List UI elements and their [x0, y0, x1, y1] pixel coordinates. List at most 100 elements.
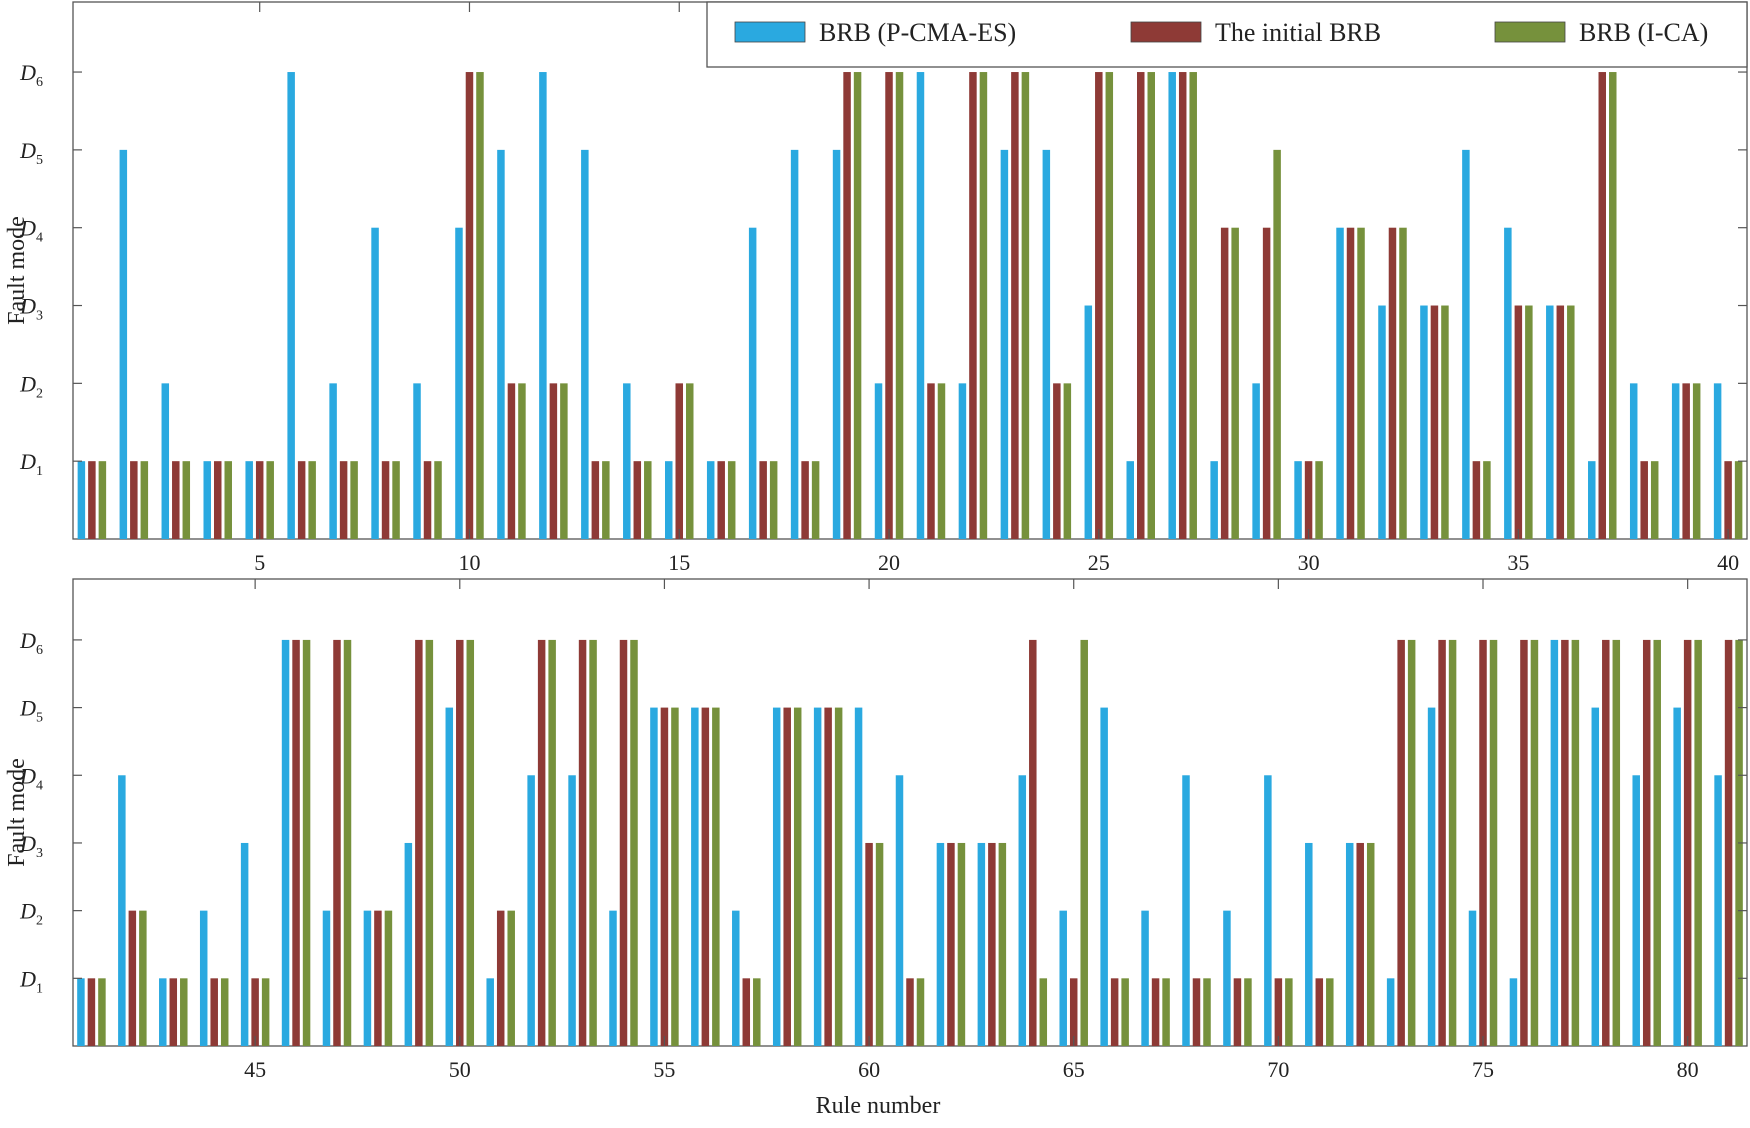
bar-pcmaes-rule-43: [159, 978, 167, 1046]
bar-initial-rule-63: [988, 842, 996, 1046]
bar-initial-rule-41: [87, 978, 96, 1046]
bar-ica-rule-24: [1063, 383, 1072, 539]
bar-ica-rule-53: [589, 639, 597, 1046]
bar-ica-rule-35: [1525, 305, 1533, 539]
bar-pcmaes-rule-74: [1427, 707, 1436, 1046]
bar-initial-rule-7: [339, 461, 348, 539]
bar-ica-rule-68: [1203, 978, 1211, 1046]
bar-initial-rule-49: [415, 639, 423, 1046]
bar-initial-rule-59: [824, 707, 832, 1046]
bar-ica-rule-59: [834, 707, 843, 1046]
bar-ica-rule-18: [811, 461, 820, 539]
bar-initial-rule-22: [969, 72, 977, 539]
x-tick-label: 80: [1677, 1057, 1699, 1082]
bar-initial-rule-39: [1682, 383, 1690, 539]
bar-ica-rule-42: [139, 910, 147, 1046]
bar-ica-rule-1: [98, 461, 107, 539]
bar-initial-rule-52: [537, 639, 546, 1046]
bar-pcmaes-rule-6: [287, 72, 295, 539]
bar-initial-rule-67: [1151, 978, 1160, 1046]
bar-initial-rule-10: [465, 72, 474, 539]
bar-ica-rule-12: [560, 383, 568, 539]
legend-label-2: The initial BRB: [1215, 18, 1381, 47]
bar-ica-rule-45: [261, 978, 270, 1046]
bar-pcmaes-rule-57: [732, 910, 740, 1046]
y-tick-label: D1: [19, 966, 43, 996]
bar-ica-rule-32: [1399, 227, 1407, 539]
bar-ica-rule-62: [957, 842, 966, 1046]
bar-pcmaes-rule-61: [895, 775, 904, 1046]
bar-pcmaes-rule-73: [1386, 978, 1395, 1046]
bar-initial-rule-72: [1356, 842, 1364, 1046]
x-tick-label: 60: [858, 1057, 880, 1082]
bar-pcmaes-rule-31: [1336, 227, 1344, 539]
bar-pcmaes-rule-77: [1550, 639, 1559, 1046]
bar-ica-rule-34: [1483, 461, 1491, 539]
bar-ica-rule-44: [220, 978, 229, 1046]
bar-ica-rule-22: [979, 72, 988, 539]
bar-ica-rule-66: [1121, 978, 1129, 1046]
bar-ica-rule-55: [671, 707, 679, 1046]
bar-initial-rule-45: [251, 978, 259, 1046]
bar-pcmaes-rule-21: [916, 72, 925, 539]
bar-ica-rule-37: [1609, 72, 1617, 539]
bar-pcmaes-rule-8: [371, 227, 379, 539]
bar-initial-rule-13: [591, 461, 600, 539]
bar-ica-rule-26: [1147, 72, 1155, 539]
bar-initial-rule-35: [1514, 305, 1523, 539]
bar-pcmaes-rule-60: [854, 707, 863, 1046]
bar-initial-rule-1: [88, 461, 96, 539]
bar-ica-rule-25: [1105, 72, 1114, 539]
bar-initial-rule-25: [1095, 72, 1103, 539]
bar-pcmaes-rule-53: [568, 775, 576, 1046]
bar-pcmaes-rule-9: [413, 383, 421, 539]
bar-pcmaes-rule-48: [363, 910, 372, 1046]
legend-swatch-1: [734, 21, 806, 43]
bar-initial-rule-18: [801, 461, 809, 539]
bar-initial-rule-78: [1602, 639, 1610, 1046]
bar-pcmaes-rule-24: [1042, 149, 1051, 539]
bar-pcmaes-rule-76: [1509, 978, 1518, 1046]
bar-ica-rule-70: [1285, 978, 1293, 1046]
bar-initial-rule-14: [633, 461, 642, 539]
y-tick-label: D1: [19, 449, 43, 479]
bar-pcmaes-rule-34: [1462, 149, 1470, 539]
y-axis-label: Fault mode: [4, 758, 30, 867]
bar-pcmaes-rule-10: [455, 227, 463, 539]
bar-ica-rule-5: [266, 461, 274, 539]
bar-ica-rule-67: [1162, 978, 1170, 1046]
bar-pcmaes-rule-14: [623, 383, 631, 539]
bar-pcmaes-rule-72: [1345, 842, 1354, 1046]
bar-pcmaes-rule-33: [1420, 305, 1428, 539]
bar-pcmaes-rule-52: [527, 775, 535, 1046]
bar-pcmaes-rule-13: [581, 149, 589, 539]
y-tick-label: D2: [19, 899, 43, 929]
bar-initial-rule-40: [1724, 461, 1732, 539]
bar-pcmaes-rule-36: [1546, 305, 1554, 539]
x-tick-label: 65: [1063, 1057, 1085, 1082]
bar-pcmaes-rule-27: [1168, 72, 1176, 539]
bar-ica-rule-27: [1189, 72, 1197, 539]
y-tick-label: D6: [19, 628, 43, 658]
bar-pcmaes-rule-49: [404, 842, 413, 1046]
bar-pcmaes-rule-30: [1294, 461, 1302, 539]
x-tick-label: 15: [668, 550, 690, 575]
bar-initial-rule-31: [1346, 227, 1355, 539]
x-tick-label: 75: [1472, 1057, 1494, 1082]
bar-ica-rule-21: [937, 383, 946, 539]
bar-ica-rule-28: [1231, 227, 1239, 539]
x-tick-label: 45: [244, 1057, 266, 1082]
bar-pcmaes-rule-18: [790, 149, 799, 539]
bar-initial-rule-64: [1029, 639, 1037, 1046]
bar-ica-rule-69: [1244, 978, 1252, 1046]
bar-initial-rule-24: [1053, 383, 1061, 539]
x-tick-label: 30: [1298, 550, 1320, 575]
bar-initial-rule-6: [297, 461, 306, 539]
bar-pcmaes-rule-2: [119, 149, 128, 539]
bar-pcmaes-rule-29: [1252, 383, 1260, 539]
bar-pcmaes-rule-20: [874, 383, 883, 539]
bar-ica-rule-8: [392, 461, 400, 539]
bar-ica-rule-46: [302, 639, 311, 1046]
